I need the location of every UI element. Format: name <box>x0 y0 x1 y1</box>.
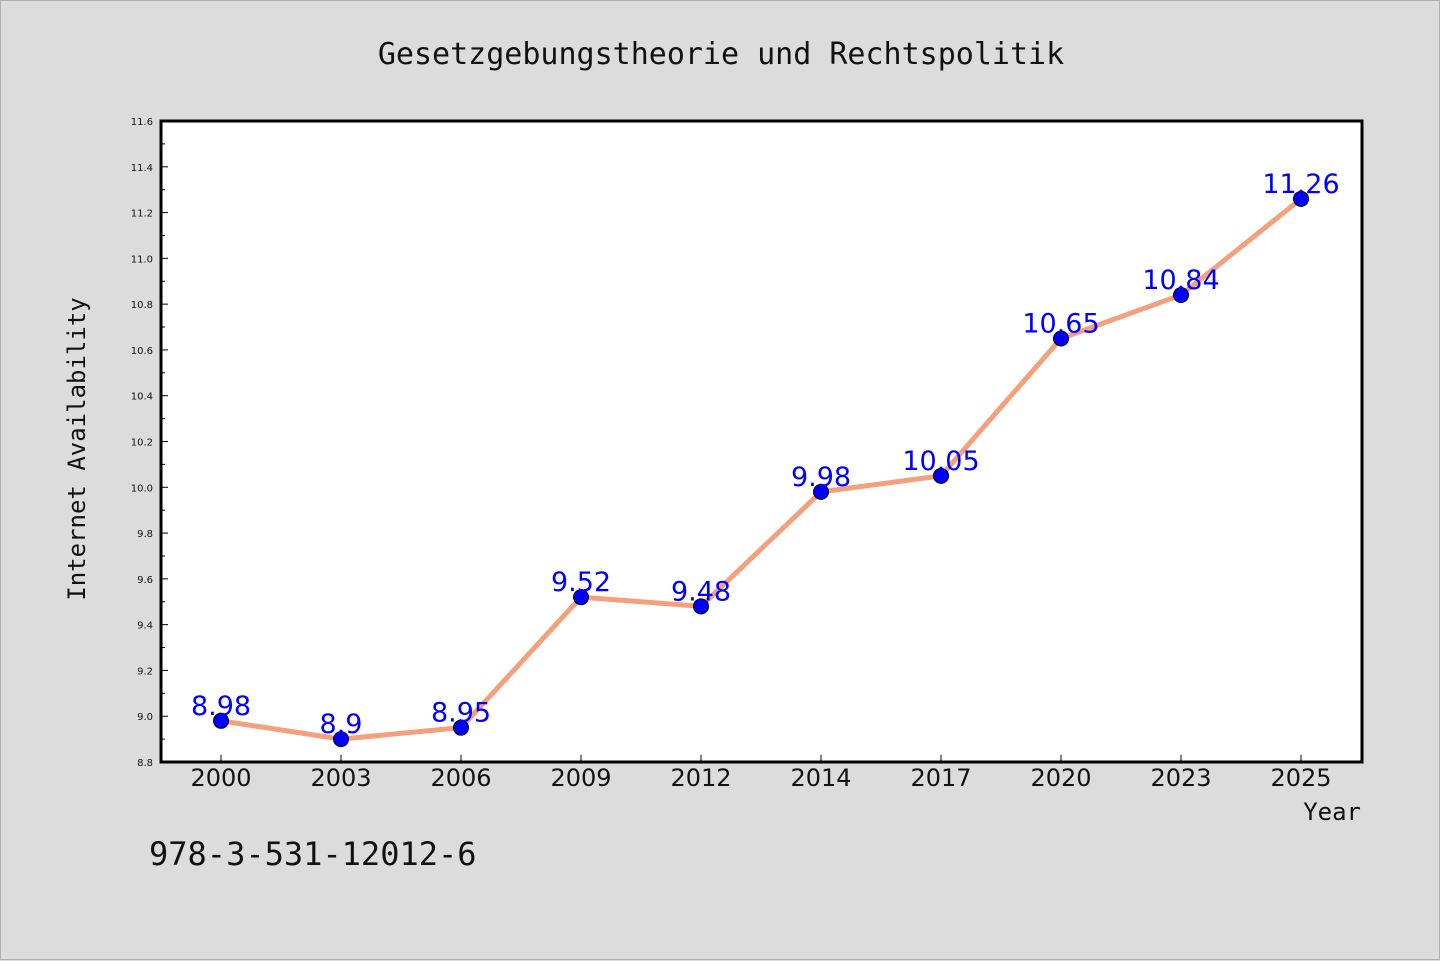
data-point <box>1053 330 1069 347</box>
data-label: 11.26 <box>1262 169 1339 200</box>
data-label: 9.98 <box>791 462 851 493</box>
data-label: 10.65 <box>1022 308 1099 339</box>
y-tick-label: 9.2 <box>137 666 153 677</box>
data-label: 8.95 <box>431 698 491 729</box>
y-tick-label: 10.2 <box>131 438 153 449</box>
data-point <box>333 731 349 748</box>
plot-area <box>159 119 1364 764</box>
isbn-text: 978-3-531-12012-6 <box>149 835 477 873</box>
y-tick-label: 9.6 <box>137 575 153 586</box>
x-tick-label: 2020 <box>1030 764 1091 792</box>
data-point <box>573 589 589 606</box>
x-axis-label: Year <box>1303 798 1361 826</box>
x-tick-label: 2012 <box>670 764 731 792</box>
x-tick-label: 2014 <box>790 764 851 792</box>
y-tick-label: 9.0 <box>137 712 153 723</box>
data-label: 9.52 <box>551 567 611 598</box>
data-label: 10.84 <box>1142 265 1219 296</box>
x-tick-label: 2009 <box>550 764 611 792</box>
data-point <box>933 467 949 484</box>
x-axis: 2000 2003 2006 2009 2012 2014 2017 2020 2023 2025 <box>190 755 1332 792</box>
y-tick-label: 9.8 <box>137 529 153 540</box>
y-axis-label: Internet Availability <box>63 297 91 600</box>
data-label: 8.98 <box>191 691 251 722</box>
data-point <box>1293 190 1309 207</box>
data-point <box>453 719 469 736</box>
y-tick-label: 8.8 <box>137 758 153 769</box>
y-axis: 8.8 9.0 9.2 9.4 9.6 9.8 10.0 10.2 10.4 10.6 10.8 11… <box>131 117 168 769</box>
x-tick-label: 2023 <box>1150 764 1211 792</box>
data-point <box>1173 286 1189 303</box>
series-group: 8.98 8.9 8.95 9.52 9.48 9.98 10.05 10.65 10.84 11… <box>191 169 1340 748</box>
data-label: 10.05 <box>902 446 979 477</box>
data-label: 9.48 <box>671 576 731 607</box>
data-point <box>213 712 229 729</box>
data-label: 8.9 <box>320 709 363 740</box>
y-tick-label: 9.4 <box>137 621 153 632</box>
x-tick-label: 2017 <box>910 764 971 792</box>
data-point <box>813 483 829 500</box>
x-tick-label: 2003 <box>310 764 371 792</box>
x-tick-label: 2006 <box>430 764 491 792</box>
x-tick-label: 2000 <box>190 764 251 792</box>
y-tick-label: 11.6 <box>131 117 153 128</box>
series-line <box>218 196 1304 742</box>
y-tick-label: 10.8 <box>131 300 153 311</box>
data-point <box>693 598 709 615</box>
y-tick-label: 10.0 <box>131 483 153 494</box>
y-tick-label: 11.2 <box>131 209 153 220</box>
y-tick-label: 10.4 <box>131 392 153 403</box>
y-tick-label: 11.0 <box>131 254 153 265</box>
x-tick-label: 2025 <box>1270 764 1331 792</box>
y-tick-label: 11.4 <box>131 163 153 174</box>
chart-title: Gesetzgebungstheorie und Rechtspolitik <box>378 37 1064 72</box>
y-tick-label: 10.6 <box>131 346 153 357</box>
